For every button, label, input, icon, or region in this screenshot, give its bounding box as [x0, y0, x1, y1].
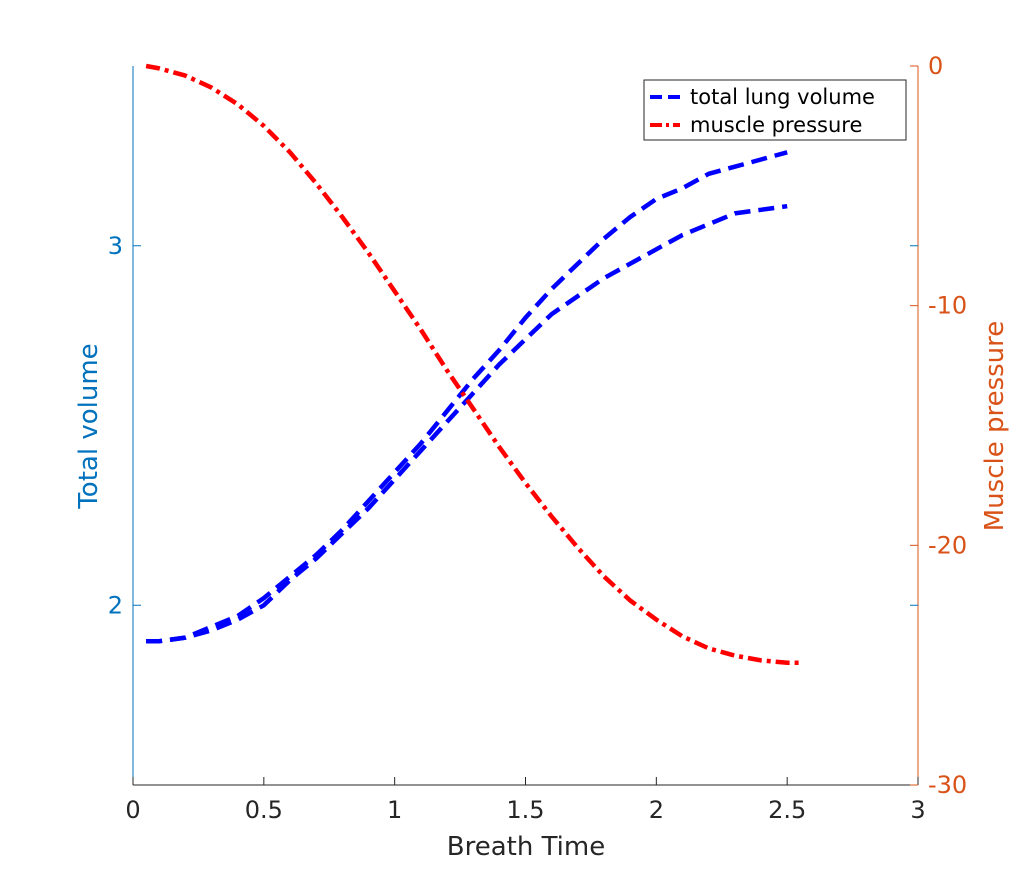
legend: total lung volume muscle pressure: [643, 79, 907, 141]
x-tick-label: 0.5: [245, 796, 283, 824]
y-left-tick-label: 2: [108, 591, 123, 619]
series-line-muscle-pressure: [145, 63, 801, 666]
legend-box: [643, 79, 907, 141]
y-right-tick-label: -30: [928, 771, 967, 799]
y-left-tick-label: 3: [108, 232, 123, 260]
y-right-tick-label: -10: [928, 292, 967, 320]
x-tick-label: 2: [649, 796, 664, 824]
series-line-total-lung-volume-2: [146, 203, 788, 644]
y-left-axis-label: Total volume: [74, 343, 104, 509]
x-tick-label: 1: [387, 796, 402, 824]
x-axis-label: Breath Time: [447, 832, 605, 862]
y-right-axis-label: Muscle pressure: [980, 321, 1010, 532]
x-tick-label: 1.5: [506, 796, 544, 824]
y-right-tick-label: 0: [928, 52, 943, 80]
y-right-tick-label: -20: [928, 531, 967, 559]
legend-label-pressure: muscle pressure: [690, 113, 862, 137]
legend-label-volume: total lung volume: [690, 85, 875, 109]
axes-frame: 0 0.5 1 1.5 2 2.5 3 2 3 0 -10 -20 -30: [108, 52, 967, 824]
series-layer: [145, 63, 801, 666]
x-tick-label: 2.5: [768, 796, 806, 824]
x-tick-label: 3: [910, 796, 925, 824]
x-tick-label: 0: [125, 796, 140, 824]
series-line-total-lung-volume-1: [146, 150, 788, 644]
